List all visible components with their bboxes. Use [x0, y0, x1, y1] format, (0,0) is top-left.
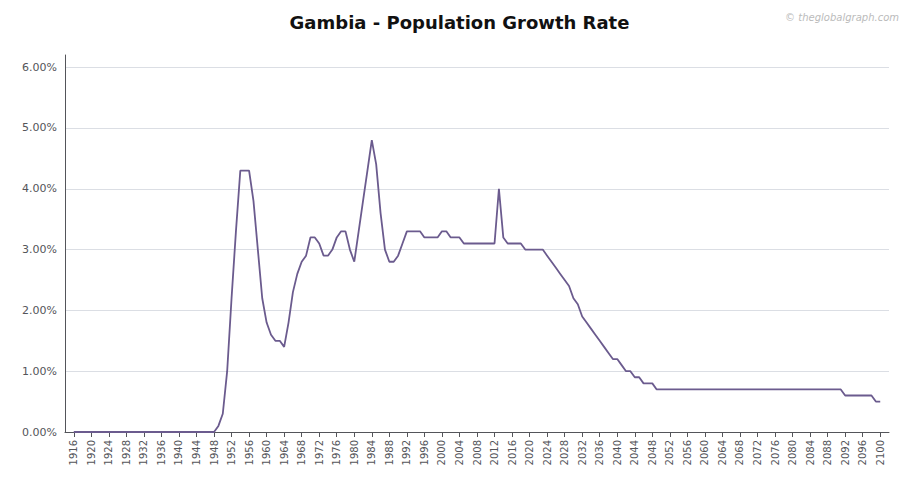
- svg-text:6.00%: 6.00%: [22, 61, 57, 74]
- svg-text:1936: 1936: [156, 440, 167, 465]
- svg-text:1960: 1960: [261, 440, 272, 465]
- svg-text:1944: 1944: [191, 440, 202, 465]
- svg-text:1916: 1916: [68, 440, 79, 465]
- svg-text:© theglobalgraph.com: © theglobalgraph.com: [785, 12, 899, 23]
- svg-text:Gambia - Population Growth Rat: Gambia - Population Growth Rate: [290, 12, 630, 33]
- svg-text:2100: 2100: [875, 440, 886, 465]
- svg-text:2012: 2012: [489, 440, 500, 465]
- svg-text:2048: 2048: [647, 440, 658, 465]
- svg-text:2040: 2040: [612, 440, 623, 465]
- svg-text:4.00%: 4.00%: [22, 182, 57, 195]
- svg-text:2076: 2076: [770, 440, 781, 465]
- svg-text:1956: 1956: [244, 440, 255, 465]
- svg-text:2020: 2020: [524, 440, 535, 465]
- svg-text:2056: 2056: [682, 440, 693, 465]
- svg-text:1988: 1988: [384, 440, 395, 465]
- svg-text:1992: 1992: [401, 440, 412, 465]
- svg-text:1984: 1984: [366, 440, 377, 465]
- svg-text:2004: 2004: [454, 440, 465, 465]
- svg-text:2032: 2032: [577, 440, 588, 465]
- svg-text:1968: 1968: [296, 440, 307, 465]
- svg-text:2080: 2080: [787, 440, 798, 465]
- svg-text:1940: 1940: [173, 440, 184, 465]
- svg-text:1976: 1976: [331, 440, 342, 465]
- svg-text:3.00%: 3.00%: [22, 243, 57, 256]
- svg-text:2008: 2008: [472, 440, 483, 465]
- svg-text:2016: 2016: [507, 440, 518, 465]
- svg-text:1952: 1952: [226, 440, 237, 465]
- svg-text:2000: 2000: [436, 440, 447, 465]
- svg-text:2060: 2060: [699, 440, 710, 465]
- svg-text:2092: 2092: [840, 440, 851, 465]
- svg-text:1.00%: 1.00%: [22, 365, 57, 378]
- svg-text:2068: 2068: [734, 440, 745, 465]
- svg-text:2044: 2044: [629, 440, 640, 465]
- svg-text:1924: 1924: [103, 440, 114, 465]
- svg-text:1980: 1980: [349, 440, 360, 465]
- svg-text:2084: 2084: [805, 440, 816, 465]
- svg-text:1928: 1928: [121, 440, 132, 465]
- svg-text:2.00%: 2.00%: [22, 304, 57, 317]
- svg-text:1996: 1996: [419, 440, 430, 465]
- svg-text:1972: 1972: [314, 440, 325, 465]
- svg-text:2028: 2028: [559, 440, 570, 465]
- svg-text:1964: 1964: [279, 440, 290, 465]
- svg-text:2088: 2088: [822, 440, 833, 465]
- svg-text:1920: 1920: [86, 440, 97, 465]
- svg-text:1932: 1932: [138, 440, 149, 465]
- svg-text:5.00%: 5.00%: [22, 121, 57, 134]
- svg-text:2064: 2064: [717, 440, 728, 465]
- svg-text:2036: 2036: [594, 440, 605, 465]
- svg-text:0.00%: 0.00%: [22, 426, 57, 439]
- svg-text:2072: 2072: [752, 440, 763, 465]
- svg-text:2096: 2096: [857, 440, 868, 465]
- svg-text:2052: 2052: [664, 440, 675, 465]
- svg-text:2024: 2024: [542, 440, 553, 465]
- svg-text:1948: 1948: [209, 440, 220, 465]
